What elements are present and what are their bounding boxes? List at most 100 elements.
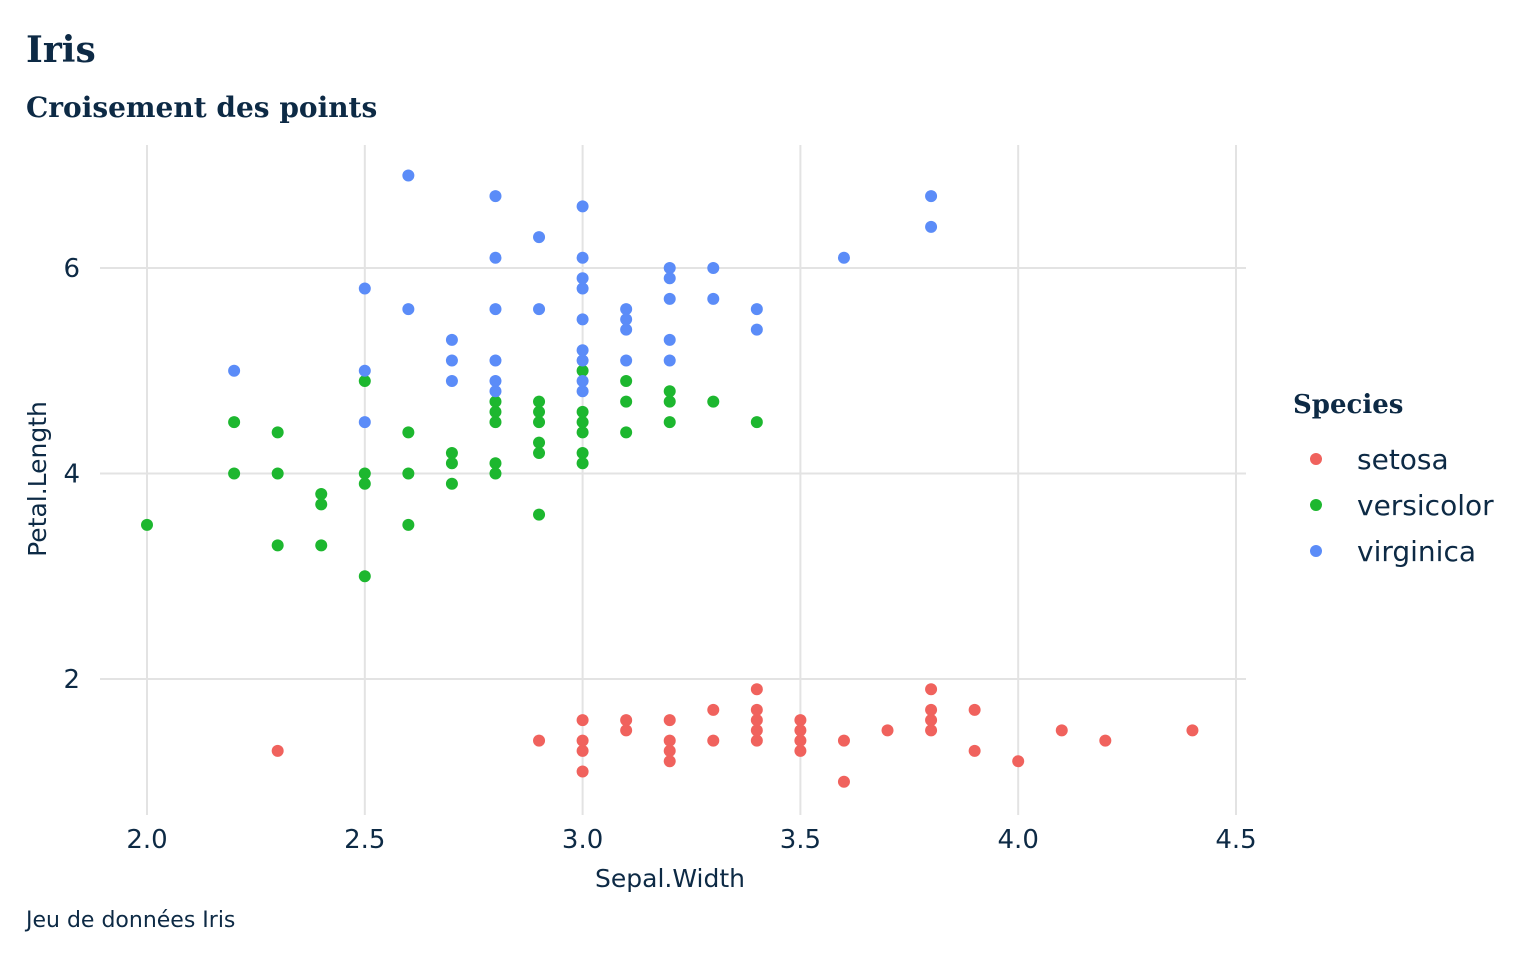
data-point-versicolor	[271, 539, 284, 552]
data-point-virginica	[358, 282, 371, 295]
data-point-setosa	[620, 714, 633, 727]
data-point-versicolor	[358, 467, 371, 480]
data-point-setosa	[794, 724, 807, 737]
data-point-versicolor	[445, 457, 458, 470]
data-point-versicolor	[576, 446, 589, 459]
data-point-versicolor	[663, 416, 676, 429]
data-point-versicolor	[141, 518, 153, 531]
data-point-virginica	[358, 416, 371, 429]
data-point-virginica	[576, 344, 589, 357]
data-point-virginica	[358, 364, 371, 377]
data-point-versicolor	[228, 467, 241, 480]
data-point-virginica	[228, 364, 241, 377]
data-point-setosa	[925, 714, 938, 727]
data-point-virginica	[663, 292, 676, 305]
data-point-versicolor	[271, 467, 284, 480]
data-point-setosa	[1012, 755, 1025, 768]
y-tick-label: 6	[63, 254, 80, 284]
data-point-setosa	[881, 724, 894, 737]
y-axis-ticks: 2 4 6	[63, 254, 80, 695]
data-point-virginica	[489, 303, 502, 316]
data-point-versicolor	[402, 518, 415, 531]
data-point-versicolor	[315, 539, 328, 552]
data-point-virginica	[489, 190, 502, 203]
data-point-versicolor	[358, 477, 371, 490]
data-point-setosa	[750, 734, 763, 747]
data-point-versicolor	[533, 436, 546, 449]
data-point-virginica	[663, 262, 676, 274]
x-axis-ticks: 2.0 2.5 3.0 3.5 4.0 4.5	[126, 825, 1256, 855]
data-point-setosa	[663, 734, 676, 747]
data-point-virginica	[489, 385, 502, 398]
data-point-virginica	[925, 220, 938, 233]
data-point-setosa	[707, 703, 720, 716]
data-point-versicolor	[620, 426, 633, 439]
data-point-virginica	[837, 251, 850, 264]
data-point-setosa	[968, 703, 981, 716]
y-tick-label: 2	[63, 665, 80, 695]
data-point-setosa	[794, 714, 807, 727]
data-points	[141, 169, 1199, 788]
legend-key-setosa	[1310, 453, 1322, 465]
data-point-versicolor	[576, 426, 589, 439]
data-point-virginica	[445, 375, 458, 388]
data-point-setosa	[271, 744, 284, 757]
legend-label-versicolor: versicolor	[1357, 489, 1494, 522]
data-point-setosa	[925, 683, 938, 696]
data-point-versicolor	[315, 498, 328, 511]
data-point-virginica	[620, 323, 633, 336]
data-point-setosa	[750, 703, 763, 716]
data-point-virginica	[533, 231, 546, 244]
data-point-virginica	[707, 262, 720, 274]
data-point-versicolor	[663, 385, 676, 398]
chart-subtitle: Croisement des points	[26, 91, 377, 124]
data-point-virginica	[576, 272, 589, 285]
legend: Species setosa versicolor virginica	[1293, 390, 1494, 568]
data-point-versicolor	[489, 416, 502, 429]
data-point-virginica	[445, 333, 458, 346]
x-tick-label: 2.0	[126, 825, 167, 855]
data-point-setosa	[794, 744, 807, 757]
data-point-setosa	[925, 724, 938, 737]
data-point-setosa	[576, 714, 589, 727]
data-point-setosa	[837, 775, 850, 788]
data-point-virginica	[707, 292, 720, 305]
chart-title: Iris	[26, 29, 96, 71]
legend-key-versicolor	[1310, 499, 1322, 511]
data-point-versicolor	[489, 467, 502, 480]
data-point-virginica	[576, 354, 589, 367]
x-tick-label: 3.0	[562, 825, 603, 855]
data-point-virginica	[533, 303, 546, 316]
data-point-versicolor	[228, 416, 241, 429]
data-point-setosa	[837, 734, 850, 747]
data-point-versicolor	[402, 426, 415, 439]
data-point-virginica	[925, 190, 938, 203]
data-point-setosa	[663, 755, 676, 768]
data-point-virginica	[402, 169, 415, 182]
data-point-virginica	[489, 354, 502, 367]
data-point-versicolor	[707, 395, 720, 408]
data-point-virginica	[620, 354, 633, 367]
data-point-setosa	[968, 744, 981, 757]
data-point-versicolor	[445, 477, 458, 490]
data-point-setosa	[576, 734, 589, 747]
data-point-virginica	[663, 333, 676, 346]
data-point-setosa	[620, 724, 633, 737]
data-point-setosa	[663, 744, 676, 757]
data-point-versicolor	[489, 405, 502, 418]
data-point-versicolor	[750, 416, 763, 429]
data-point-setosa	[750, 724, 763, 737]
data-point-setosa	[576, 765, 589, 778]
data-point-versicolor	[445, 446, 458, 459]
data-point-setosa	[533, 734, 546, 747]
data-point-versicolor	[271, 426, 284, 439]
data-point-versicolor	[533, 416, 546, 429]
data-point-virginica	[576, 282, 589, 295]
x-tick-label: 4.5	[1215, 825, 1256, 855]
data-point-setosa	[750, 683, 763, 696]
x-tick-label: 4.0	[998, 825, 1039, 855]
x-tick-label: 3.5	[780, 825, 821, 855]
data-point-versicolor	[576, 457, 589, 470]
legend-title: Species	[1293, 390, 1403, 420]
